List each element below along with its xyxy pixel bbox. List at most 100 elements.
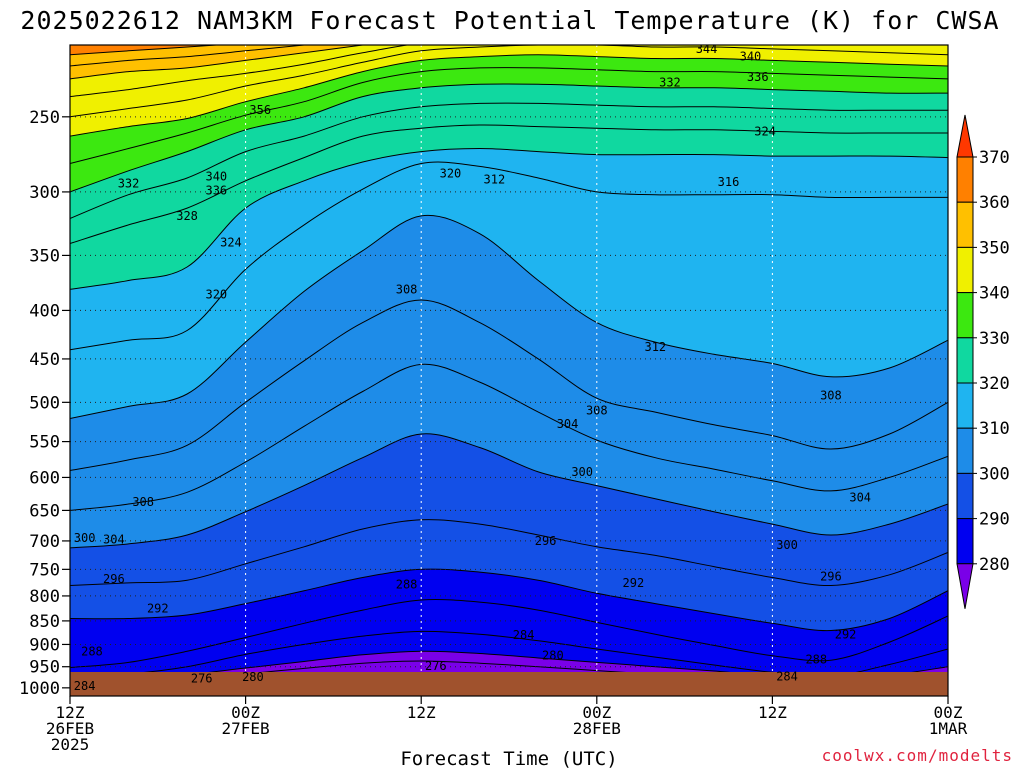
isentrope-316 <box>70 161 948 351</box>
x-tick-label-36-0: 00Z <box>582 703 611 722</box>
y-tick-label-550: 550 <box>29 433 60 453</box>
contour-label-23: 308 <box>820 389 842 403</box>
isentrope-352 <box>70 45 367 80</box>
isentrope-292 <box>70 568 948 632</box>
contour-label-18: 312 <box>644 340 666 354</box>
isentrope-300 <box>70 433 948 549</box>
y-tick-label-750: 750 <box>29 560 60 580</box>
contour-label-35: 340 <box>205 170 227 184</box>
contour-label-19: 308 <box>396 282 418 296</box>
colorbar-segment-330 <box>956 337 974 384</box>
y-axis-pressure: 250 300 350 400 450 500 550 600 650 700 750 800 850 9… <box>19 108 70 699</box>
colorbar-label-340: 340 <box>979 284 1010 304</box>
x-tick-label-60-1: 1MAR <box>929 719 968 738</box>
colorbar-segment-360 <box>956 201 974 248</box>
ground-terrain <box>70 672 948 696</box>
colorbar-label-350: 350 <box>979 238 1010 258</box>
contour-label-14: 292 <box>623 576 645 590</box>
colorbar-label-280: 280 <box>979 555 1010 575</box>
contour-label-26: 296 <box>820 569 842 583</box>
x-tick-label-0-1: 26FEB <box>46 719 94 738</box>
colorbar-label-360: 360 <box>979 193 1010 213</box>
contour-label-34: 336 <box>205 184 227 198</box>
y-tick-label-850: 850 <box>29 612 60 632</box>
y-tick-label-250: 250 <box>29 108 60 128</box>
colorbar-label-310: 310 <box>979 419 1010 439</box>
isentrope-304 <box>70 363 948 511</box>
contour-label-12: 288 <box>396 577 418 591</box>
contour-label-38: 324 <box>754 124 776 138</box>
isentrope-312 <box>70 214 948 419</box>
chart-title: 2025022612 NAM3KM Forecast Potential Tem… <box>20 6 999 35</box>
x-tick-label-48-0: 12Z <box>758 703 787 722</box>
contour-label-11: 284 <box>513 628 535 642</box>
colorbar-segment-290 <box>956 518 974 565</box>
isentrope-348 <box>70 45 948 98</box>
isentrope-340 <box>70 54 948 137</box>
isentrope-328 <box>70 102 948 219</box>
colorbar-segment-320 <box>956 382 974 429</box>
credit-text: coolwx.com/modelts <box>822 746 1013 765</box>
y-tick-label-900: 900 <box>29 635 60 655</box>
isentrope-288 <box>70 599 948 669</box>
colorbar-label-320: 320 <box>979 374 1010 394</box>
contour-label-16: 304 <box>557 417 579 431</box>
colorbar-label-290: 290 <box>979 510 1010 530</box>
isentrope-336 <box>70 67 948 164</box>
y-tick-label-450: 450 <box>29 350 60 370</box>
y-tick-label-350: 350 <box>29 246 60 266</box>
y-tick-label-500: 500 <box>29 393 60 413</box>
colorbar-label-300: 300 <box>979 464 1010 484</box>
y-tick-label-950: 950 <box>29 658 60 678</box>
contour-label-20: 312 <box>484 172 506 186</box>
contour-label-9: 276 <box>425 659 447 673</box>
colorbar-segment-300 <box>956 472 974 520</box>
contour-label-30: 320 <box>205 288 227 302</box>
colorbar-segment-310 <box>956 427 974 474</box>
grid-lines <box>70 45 948 696</box>
colorbar-segment-370 <box>956 156 974 203</box>
x-tick-label-36-1: 28FEB <box>573 719 621 738</box>
contour-label-4: 292 <box>147 602 169 616</box>
contour-label-31: 324 <box>220 235 242 249</box>
contour-label-10: 280 <box>542 649 564 663</box>
x-tick-label-0-0: 12Z <box>56 703 85 722</box>
y-tick-label-600: 600 <box>29 468 60 488</box>
x-tick-label-60-0: 00Z <box>934 703 963 722</box>
plot-frame <box>69 44 949 697</box>
x-tick-label-12-0: 00Z <box>231 703 260 722</box>
isentrope-332 <box>70 83 948 193</box>
isentrope-320 <box>70 147 948 290</box>
contour-label-8: 308 <box>132 495 154 509</box>
contour-label-25: 300 <box>776 538 798 552</box>
isentrope-324 <box>70 124 948 244</box>
contour-label-27: 292 <box>835 627 857 641</box>
y-tick-label-700: 700 <box>29 532 60 552</box>
contour-label-5: 296 <box>103 572 125 586</box>
y-tick-label-650: 650 <box>29 501 60 521</box>
theta-band-348 <box>70 45 948 97</box>
x-tick-label-12-1: 27FEB <box>222 719 270 738</box>
contour-label-13: 296 <box>535 534 557 548</box>
contour-label-15: 300 <box>571 465 593 479</box>
contour-label-7: 304 <box>103 533 125 547</box>
theta-fills <box>70 45 948 696</box>
y-tick-label-300: 300 <box>29 183 60 203</box>
colorbar-label-330: 330 <box>979 329 1010 349</box>
contour-label-22: 316 <box>718 175 740 189</box>
contour-label-21: 320 <box>440 167 462 181</box>
contour-label-0: 284 <box>74 679 96 693</box>
contour-label-32: 328 <box>176 209 198 223</box>
contour-labels: 284 276 280 288 292 296 300 304 308 276 280 284 288 2… <box>74 45 871 693</box>
isentrope-296 <box>70 519 948 587</box>
contour-label-17: 308 <box>586 403 608 417</box>
contour-label-29: 284 <box>776 670 798 684</box>
y-tick-label-400: 400 <box>29 301 60 321</box>
plot-area: 284 276 280 288 292 296 300 304 308 276 280 284 288 2… <box>70 45 948 696</box>
x-tick-label-24-0: 12Z <box>407 703 436 722</box>
colorbar-label-370: 370 <box>979 148 1010 168</box>
contour-label-24: 304 <box>849 491 871 505</box>
isentrope-308 <box>70 299 948 471</box>
